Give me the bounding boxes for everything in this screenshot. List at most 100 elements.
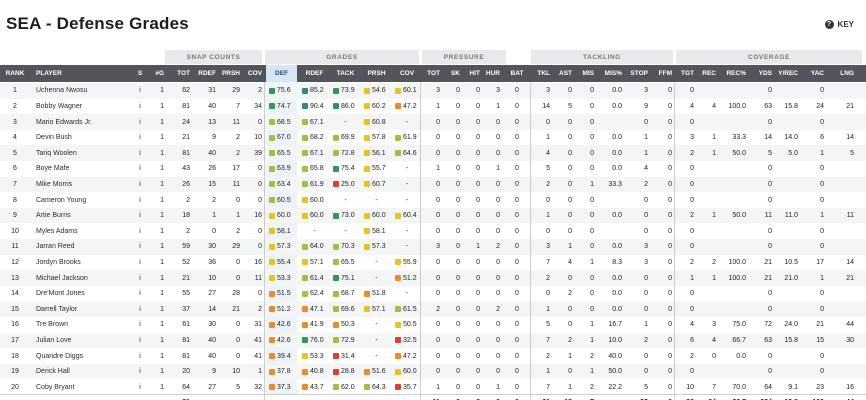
- cell-player[interactable]: Mike Morris: [36, 180, 73, 188]
- column-header-t-ast[interactable]: AST: [559, 70, 572, 77]
- table-row[interactable]: 16 Tre Brown i 1 61 30 0 31 42.6 41.9 50.3-50.5 0 0 0…: [0, 317, 866, 333]
- column-header-player[interactable]: PLAYER: [36, 70, 62, 77]
- column-header-rank[interactable]: RANK: [5, 70, 25, 77]
- table-row[interactable]: 1 Uchenna Nwosu i 1 62 31 29 2 75.6 85.2 73.9 54.6 6…: [0, 83, 866, 99]
- column-header-c-rec[interactable]: REC: [702, 70, 716, 77]
- cell-g-rdef: 64.0: [299, 239, 330, 255]
- column-header-c-lng[interactable]: LNG: [840, 70, 854, 77]
- cell-player[interactable]: Tariq Woolen: [36, 149, 77, 157]
- column-header-t-tkl[interactable]: TKL: [537, 70, 550, 77]
- cell-t-tkl: 7: [546, 336, 550, 344]
- column-header-p-hur[interactable]: HUR: [485, 70, 500, 77]
- table-row[interactable]: 8 Cameron Young i 1 2 2 0 0 60.5 60.0 - - - 0 0 0 0 0 0 0 0 0…: [0, 192, 866, 208]
- table-row[interactable]: 4 Devin Bush i 1 21 9 2 10 67.0 68.2 69.9 57.8 61.9 0…: [0, 130, 866, 146]
- cell-player[interactable]: Derick Hall: [36, 368, 70, 376]
- column-header-p-hit[interactable]: HIT: [469, 70, 480, 77]
- table-row[interactable]: 14 Dre'Mont Jones i 1 55 27 28 0 51.5 62.4 68.7 51.…: [0, 286, 866, 302]
- cell-c-tgt: 2: [690, 258, 694, 266]
- table-row[interactable]: 17 Julian Love i 1 81 40 0 41 42.6 76.0 72.9-32.5 0…: [0, 332, 866, 349]
- cell-player[interactable]: Quandre Diggs: [36, 352, 84, 360]
- column-header-t-misp[interactable]: MIS%: [604, 70, 622, 77]
- table-row[interactable]: 10 Myles Adams i 1 2 0 2 0 58.1 - - 58.1 - 0 0 0 0 0 0 0 0 0 0…: [0, 223, 866, 239]
- column-header-prsh[interactable]: PRSH: [221, 70, 240, 77]
- column-header-c-tgt[interactable]: TGT: [681, 70, 694, 77]
- cell-p-tot: 1: [436, 383, 440, 391]
- table-row[interactable]: 15 Darrell Taylor i 1 37 14 21 2 51.2 47.1 69.6 57.…: [0, 301, 866, 318]
- column-header-t-mis[interactable]: MIS: [582, 70, 594, 77]
- column-header-g-cov[interactable]: COV: [399, 70, 415, 77]
- grade-value: -: [344, 227, 347, 235]
- cell-prsh: 0: [236, 336, 240, 344]
- cell-player[interactable]: Uchenna Nwosu: [36, 87, 88, 95]
- column-header-cov[interactable]: COV: [247, 70, 262, 77]
- cell-t-ffm: 0: [668, 87, 672, 95]
- key-button[interactable]: ? KEY: [824, 20, 854, 29]
- column-header-num[interactable]: #G: [155, 70, 164, 77]
- cell-g-def: 39.4: [266, 348, 297, 364]
- grade-color-swatch: [364, 368, 370, 375]
- cell-g-def: 68.5: [266, 114, 297, 130]
- cell-p-bat: 0: [515, 118, 519, 126]
- column-header-s[interactable]: S: [137, 70, 143, 77]
- cell-t-mis: 1: [590, 321, 594, 329]
- cell-cov: 0: [258, 243, 262, 251]
- column-header-t-ffm[interactable]: FFM: [658, 70, 672, 77]
- column-header-g-def[interactable]: DEF: [266, 65, 297, 82]
- cell-player[interactable]: Coby Bryant: [36, 383, 75, 391]
- cell-player[interactable]: Cameron Young: [36, 196, 87, 204]
- cell-player[interactable]: Michael Jackson: [36, 274, 88, 282]
- table-row[interactable]: 6 Boye Mafe i 1 43 26 17 0 63.9 65.8 75.4 55.7 - 1 0 0 1…: [0, 161, 866, 177]
- cell-rdef: 1: [212, 212, 216, 220]
- grade-color-swatch: [395, 134, 401, 141]
- cell-player[interactable]: Dre'Mont Jones: [36, 290, 85, 298]
- table-row[interactable]: 12 Jordyn Brooks i 1 52 36 0 16 55.4 57.1 65.5-55.…: [0, 255, 866, 271]
- column-header-p-sk[interactable]: SK: [450, 70, 460, 77]
- cell-player[interactable]: Julian Love: [36, 336, 72, 344]
- table-row[interactable]: 19 Derick Hall i 1 20 9 10 1 37.8 40.8 28.8 51.6 60.…: [0, 363, 866, 380]
- cell-player[interactable]: Myles Adams: [36, 227, 78, 235]
- cell-player[interactable]: Darrell Taylor: [36, 305, 78, 313]
- column-header-tot[interactable]: TOT: [177, 70, 190, 77]
- grade-color-swatch: [269, 321, 275, 328]
- cell-num: 1: [160, 383, 164, 391]
- grade-value: 28.8: [341, 368, 355, 376]
- table-row[interactable]: 9 Artie Burns i 1 18 1 1 16 60.0 60.0 73.0 60.0 60.4…: [0, 207, 866, 224]
- cell-g-def: 63.4: [266, 177, 297, 193]
- table-row[interactable]: 20 Coby Bryant i 1 64 27 5 32 37.3 43.7 62.0 64.3 35…: [0, 379, 866, 395]
- table-row[interactable]: 13 Michael Jackson i 1 21 10 0 11 53.3 61.4 75.1-5…: [0, 270, 866, 286]
- grade-color-swatch: [269, 275, 275, 282]
- column-header-c-yac[interactable]: YAC: [810, 70, 824, 77]
- column-header-rdef[interactable]: RDEF: [198, 70, 216, 77]
- cell-player[interactable]: Mario Edwards Jr.: [36, 118, 93, 126]
- grade-value: 55.7: [372, 165, 386, 173]
- column-header-p-tot[interactable]: TOT: [427, 70, 440, 77]
- table-row[interactable]: 7 Mike Morris i 1 26 15 11 0 63.4 61.9 25.0 60.7 - 0 0…: [0, 176, 866, 193]
- column-header-c-recp[interactable]: REC%: [726, 70, 746, 77]
- column-header-p-bat[interactable]: BAT: [510, 70, 524, 77]
- column-header-t-stop[interactable]: STOP: [630, 70, 648, 77]
- cell-player[interactable]: Artie Burns: [36, 212, 71, 220]
- table-row[interactable]: 3 Mario Edwards Jr. i 1 24 13 11 0 68.5 67.1 - 60.8…: [0, 114, 866, 130]
- cell-player[interactable]: Jordyn Brooks: [36, 258, 81, 266]
- cell-player[interactable]: Tre Brown: [36, 321, 69, 329]
- column-header-g-prsh[interactable]: PRSH: [367, 70, 386, 77]
- group-header-coverage: COVERAGE: [676, 50, 862, 64]
- cell-player[interactable]: Boye Mafe: [36, 165, 70, 173]
- table-row[interactable]: 11 Jarran Reed i 1 59 30 29 0 57.3 64.0 70.3 57.3-3…: [0, 239, 866, 255]
- cell-p-hit: 0: [476, 321, 480, 329]
- cell-player[interactable]: Devin Bush: [36, 134, 72, 142]
- cell-t-mis: 0: [590, 274, 594, 282]
- column-header-g-rdef[interactable]: RDEF: [305, 70, 324, 77]
- cell-player[interactable]: Bobby Wagner: [36, 102, 83, 110]
- column-header-c-yds[interactable]: YDS: [758, 70, 772, 77]
- cell-g-rdef: 90.4: [299, 99, 330, 115]
- table-row[interactable]: 5 Tariq Woolen i 1 81 40 2 39 65.5 67.1 72.8 56.1 64…: [0, 145, 866, 162]
- table-row[interactable]: 2 Bobby Wagner i 1 81 40 7 34 74.7 90.4 86.0 60.2 47…: [0, 99, 866, 115]
- column-header-c-yrec[interactable]: Y/REC: [778, 70, 798, 77]
- cell-c-yds: 21: [764, 274, 772, 282]
- cell-p-bat: 0: [515, 321, 519, 329]
- cell-player[interactable]: Jarran Reed: [36, 243, 75, 251]
- column-header-g-tack[interactable]: TACK: [336, 70, 355, 77]
- grade-value: -: [405, 118, 409, 126]
- table-row[interactable]: 18 Quandre Diggs i 1 81 40 0 41 39.4 53.3 31.4 - 47.…: [0, 348, 866, 364]
